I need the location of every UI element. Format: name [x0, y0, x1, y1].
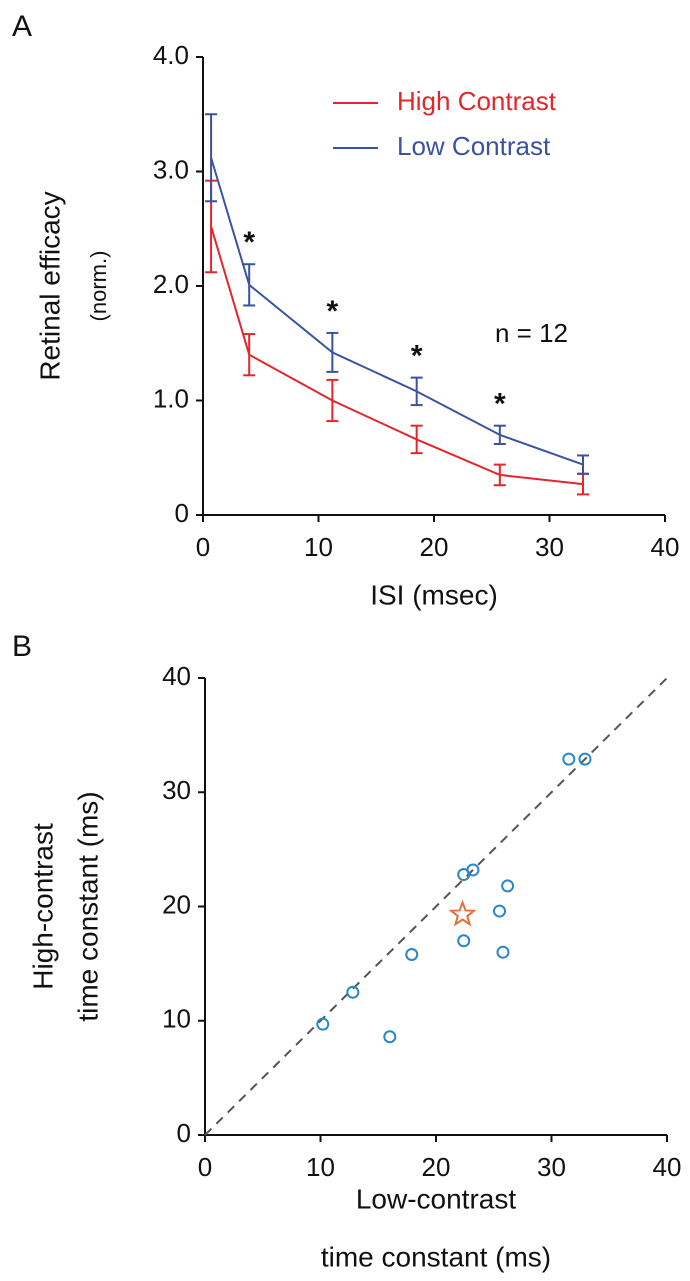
x-tick-label: 30	[537, 1152, 566, 1182]
significance-marker: *	[411, 340, 423, 373]
y-tick-label: 1.0	[153, 383, 189, 413]
x-tick-label: 40	[653, 1152, 682, 1182]
panel-label: A	[12, 10, 32, 43]
error-bar	[243, 333, 256, 377]
y-tick-label: 3.0	[153, 154, 189, 184]
y-tick-label: 40	[162, 661, 191, 691]
scatter-point	[493, 904, 507, 918]
y-tick-label: 10	[162, 1004, 191, 1034]
y-tick-label: 0	[177, 1118, 191, 1148]
scatter-point	[501, 879, 515, 893]
y-axis-label: (norm.)	[86, 251, 111, 322]
panel-label: B	[12, 630, 32, 663]
x-axis-label: time constant (ms)	[321, 1241, 551, 1272]
y-tick-label: 2.0	[153, 269, 189, 299]
legend-label: Low Contrast	[397, 131, 551, 161]
x-axis-label: Low-contrast	[356, 1183, 517, 1214]
x-tick-label: 20	[420, 532, 449, 562]
error-bar	[326, 378, 339, 423]
y-axis-label: time constant (ms)	[72, 791, 103, 1021]
series-line	[210, 226, 584, 486]
highlight-star	[448, 899, 477, 927]
scatter-point	[405, 947, 419, 961]
error-bar	[410, 376, 423, 407]
scatter-point	[578, 752, 592, 766]
scatter-point	[466, 863, 480, 877]
significance-marker: *	[494, 388, 506, 421]
scatter-point	[562, 752, 576, 766]
error-bar	[410, 424, 423, 455]
scatter-point	[316, 1017, 330, 1031]
y-tick-label: 4.0	[153, 40, 189, 70]
scatter-point	[496, 945, 510, 959]
error-bar	[493, 424, 506, 446]
error-bar	[326, 331, 339, 373]
y-tick-label: 0	[175, 498, 189, 528]
identity-line	[204, 677, 668, 1136]
x-tick-label: 40	[651, 532, 680, 562]
error-bar	[493, 463, 506, 487]
x-tick-label: 10	[304, 532, 333, 562]
x-tick-label: 0	[196, 532, 210, 562]
legend-label: High Contrast	[397, 86, 557, 116]
error-bar	[243, 263, 256, 307]
scatter-point	[346, 985, 360, 999]
y-tick-label: 30	[162, 775, 191, 805]
annotation: n = 12	[495, 318, 568, 348]
significance-marker: *	[243, 226, 255, 259]
x-tick-label: 20	[422, 1152, 451, 1182]
error-bar	[576, 454, 589, 475]
x-tick-label: 10	[306, 1152, 335, 1182]
y-tick-label: 20	[162, 889, 191, 919]
series-line	[210, 157, 584, 466]
y-axis-label: High-contrast	[27, 823, 58, 990]
x-tick-label: 0	[198, 1152, 212, 1182]
error-bar	[205, 113, 218, 203]
significance-marker: *	[327, 295, 339, 328]
x-axis-label: ISI (msec)	[370, 579, 498, 610]
y-axis-label: Retinal efficacy	[34, 191, 65, 380]
scatter-point	[457, 934, 471, 948]
x-tick-label: 30	[535, 532, 564, 562]
scatter-point	[383, 1030, 397, 1044]
